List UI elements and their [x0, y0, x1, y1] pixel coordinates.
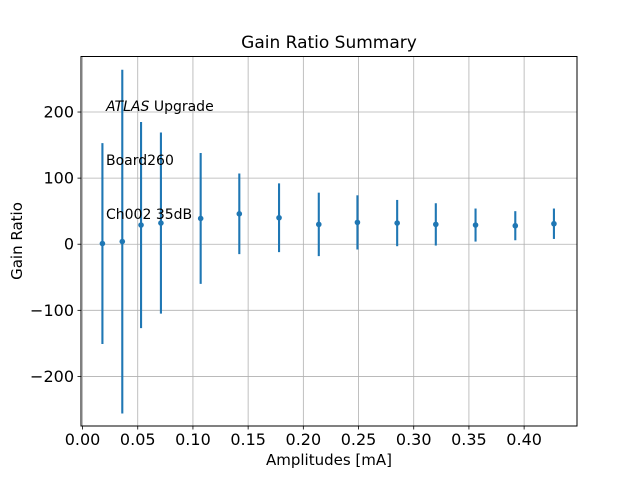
x-tick-label: 0.00: [65, 430, 101, 449]
data-point-marker: [394, 220, 400, 226]
annotation-line-experiment: ATLAS Upgrade: [106, 98, 214, 116]
data-point-marker: [472, 222, 479, 228]
x-tick-label: 0.35: [451, 430, 487, 449]
x-tick-label: 0.05: [120, 430, 156, 449]
y-tick-label: −200: [30, 367, 74, 386]
data-point-marker: [158, 220, 164, 226]
data-point-marker: [138, 222, 144, 228]
y-tick-label: −100: [30, 301, 74, 320]
data-point-marker: [433, 221, 439, 228]
annotation-experiment-name: ATLAS: [106, 99, 150, 115]
y-axis-label: Gain Ratio: [8, 202, 26, 280]
annotation-box: ATLAS Upgrade Board260 Ch002 35dB: [106, 62, 214, 260]
data-point-marker: [99, 240, 106, 247]
data-point-marker: [276, 214, 282, 221]
annotation-line-board: Board260: [106, 153, 174, 169]
y-tick-label: 0: [64, 235, 74, 254]
chart-title: Gain Ratio Summary: [241, 33, 417, 53]
data-point-marker: [315, 221, 322, 228]
data-point-marker: [197, 215, 204, 222]
y-tick-label: 200: [43, 103, 74, 122]
x-tick-label: 0.40: [506, 430, 542, 449]
data-point-marker: [512, 222, 519, 229]
y-tick-label: 100: [43, 169, 74, 188]
x-tick-label: 0.25: [341, 430, 377, 449]
x-axis-label: Amplitudes [mA]: [265, 451, 393, 469]
x-tick-label: 0.15: [230, 430, 266, 449]
data-point-marker: [236, 211, 243, 217]
x-tick-label: 0.30: [396, 430, 432, 449]
data-point-marker: [551, 220, 557, 227]
axes-frame: [80, 56, 578, 427]
data-point-marker: [354, 219, 361, 226]
data-point-marker: [119, 238, 126, 245]
annotation-experiment-rest: Upgrade: [149, 99, 214, 115]
x-tick-label: 0.20: [286, 430, 322, 449]
annotation-line-channel: Ch002 35dB: [106, 207, 193, 223]
x-tick-label: 0.10: [175, 430, 211, 449]
